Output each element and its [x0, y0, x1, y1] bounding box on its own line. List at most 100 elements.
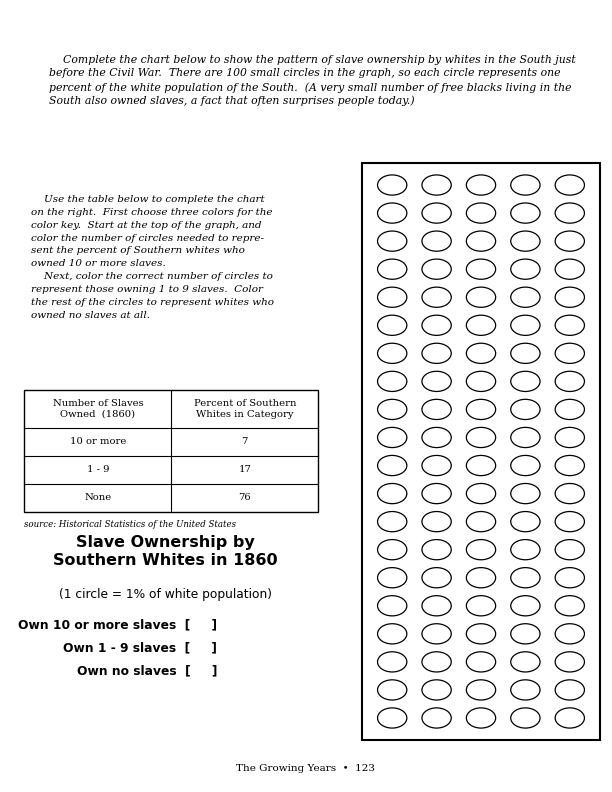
Ellipse shape [511, 203, 540, 223]
Text: 1 - 9: 1 - 9 [87, 466, 109, 474]
Ellipse shape [555, 596, 584, 616]
Ellipse shape [378, 315, 407, 335]
Ellipse shape [466, 371, 496, 391]
Text: source: Historical Statistics of the United States: source: Historical Statistics of the Uni… [24, 520, 236, 529]
Text: Slave Ownership by
Southern Whites in 1860: Slave Ownership by Southern Whites in 18… [53, 535, 278, 568]
Ellipse shape [511, 652, 540, 672]
Ellipse shape [466, 287, 496, 307]
Ellipse shape [378, 624, 407, 644]
Text: 76: 76 [239, 493, 251, 502]
Ellipse shape [422, 175, 451, 195]
Ellipse shape [555, 652, 584, 672]
Ellipse shape [466, 259, 496, 280]
Ellipse shape [555, 512, 584, 531]
Ellipse shape [511, 539, 540, 560]
Ellipse shape [422, 596, 451, 616]
Ellipse shape [555, 624, 584, 644]
Ellipse shape [555, 175, 584, 195]
Ellipse shape [378, 596, 407, 616]
Ellipse shape [422, 203, 451, 223]
Ellipse shape [378, 539, 407, 560]
Ellipse shape [422, 231, 451, 251]
Ellipse shape [511, 428, 540, 447]
Ellipse shape [466, 568, 496, 588]
Ellipse shape [466, 428, 496, 447]
Text: Use the table below to complete the chart
on the right.  First choose three colo: Use the table below to complete the char… [31, 195, 274, 320]
Ellipse shape [422, 287, 451, 307]
Ellipse shape [466, 708, 496, 728]
Ellipse shape [511, 708, 540, 728]
Ellipse shape [555, 259, 584, 280]
Ellipse shape [422, 708, 451, 728]
Ellipse shape [466, 399, 496, 420]
Ellipse shape [466, 539, 496, 560]
Text: Own 10 or more slaves  [     ]: Own 10 or more slaves [ ] [18, 618, 217, 631]
Ellipse shape [511, 343, 540, 364]
Ellipse shape [555, 483, 584, 504]
Ellipse shape [466, 652, 496, 672]
Ellipse shape [511, 287, 540, 307]
Ellipse shape [555, 371, 584, 391]
Ellipse shape [555, 315, 584, 335]
Ellipse shape [422, 539, 451, 560]
Ellipse shape [555, 455, 584, 476]
Ellipse shape [378, 203, 407, 223]
Ellipse shape [511, 624, 540, 644]
Ellipse shape [378, 287, 407, 307]
Text: percent of the white population of the South.  (A very small number of free blac: percent of the white population of the S… [49, 82, 572, 93]
Bar [362, 163, 600, 740]
Ellipse shape [422, 512, 451, 531]
Ellipse shape [511, 680, 540, 700]
Ellipse shape [555, 708, 584, 728]
Ellipse shape [466, 483, 496, 504]
Ellipse shape [422, 483, 451, 504]
Ellipse shape [466, 175, 496, 195]
Ellipse shape [378, 680, 407, 700]
Ellipse shape [555, 568, 584, 588]
Ellipse shape [466, 624, 496, 644]
Ellipse shape [555, 203, 584, 223]
Ellipse shape [378, 343, 407, 364]
Text: Percent of Southern
Whites in Category: Percent of Southern Whites in Category [193, 399, 296, 419]
Ellipse shape [511, 259, 540, 280]
Ellipse shape [378, 399, 407, 420]
Ellipse shape [378, 568, 407, 588]
Ellipse shape [378, 652, 407, 672]
Ellipse shape [466, 203, 496, 223]
Ellipse shape [422, 428, 451, 447]
Text: South also owned slaves, a fact that often surprises people today.): South also owned slaves, a fact that oft… [49, 96, 414, 106]
Ellipse shape [422, 371, 451, 391]
Text: 7: 7 [242, 437, 248, 447]
Ellipse shape [511, 231, 540, 251]
Ellipse shape [555, 343, 584, 364]
Ellipse shape [422, 315, 451, 335]
Ellipse shape [466, 596, 496, 616]
Ellipse shape [378, 455, 407, 476]
Ellipse shape [378, 708, 407, 728]
Ellipse shape [511, 596, 540, 616]
Bar [24, 390, 318, 512]
Ellipse shape [466, 231, 496, 251]
Text: 10 or more: 10 or more [70, 437, 126, 447]
Ellipse shape [511, 483, 540, 504]
Text: None: None [84, 493, 111, 502]
Text: Number of Slaves
Owned  (1860): Number of Slaves Owned (1860) [53, 399, 143, 419]
Ellipse shape [511, 399, 540, 420]
Ellipse shape [378, 231, 407, 251]
Ellipse shape [511, 315, 540, 335]
Ellipse shape [555, 539, 584, 560]
Ellipse shape [422, 624, 451, 644]
Ellipse shape [511, 568, 540, 588]
Ellipse shape [511, 455, 540, 476]
Ellipse shape [511, 512, 540, 531]
Ellipse shape [422, 455, 451, 476]
Ellipse shape [555, 231, 584, 251]
Ellipse shape [511, 371, 540, 391]
Text: 17: 17 [238, 466, 252, 474]
Ellipse shape [555, 287, 584, 307]
Ellipse shape [378, 512, 407, 531]
Ellipse shape [378, 259, 407, 280]
Text: Complete the chart below to show the pattern of slave ownership by whites in the: Complete the chart below to show the pat… [49, 55, 576, 65]
Ellipse shape [422, 259, 451, 280]
Ellipse shape [466, 680, 496, 700]
